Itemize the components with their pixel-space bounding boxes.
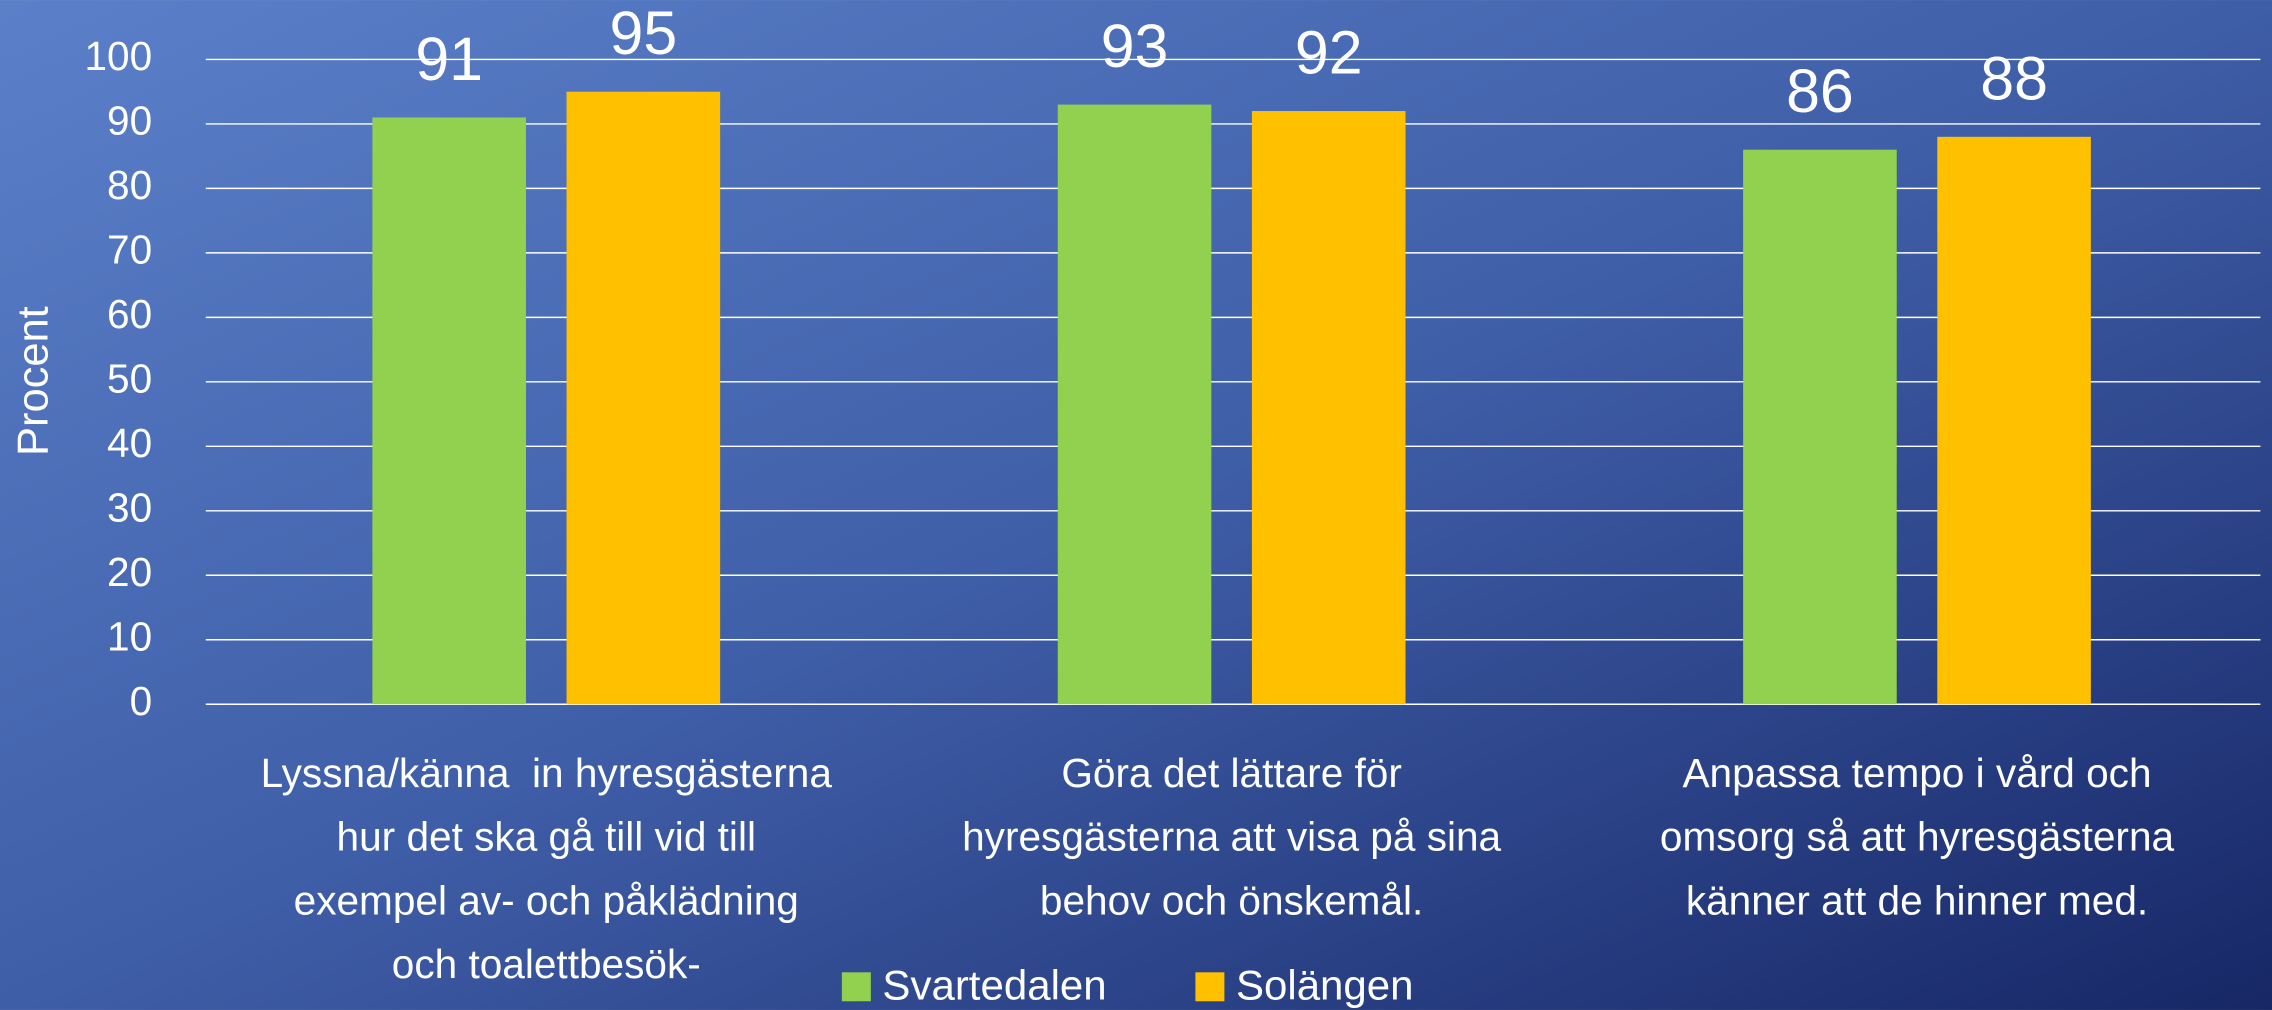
x-tick-label: Göra det lättare för hyresgästerna att v… xyxy=(962,750,1502,924)
data-label: 95 xyxy=(610,0,678,67)
y-tick-label: 10 xyxy=(107,613,152,659)
x-tick-label-box: Anpassa tempo i vård och omsorg så att h… xyxy=(1659,750,2175,924)
y-tick-label: 90 xyxy=(107,98,152,144)
y-tick-label: 80 xyxy=(107,162,152,208)
y-axis-label: Procent xyxy=(10,306,58,456)
legend-label: Svartedalen xyxy=(882,961,1106,1008)
x-tick-label-box: Lyssna/känna in hyresgästerna hur det sk… xyxy=(260,750,832,987)
bar xyxy=(1937,136,2091,705)
y-tick-label: 70 xyxy=(107,227,152,273)
bar xyxy=(372,117,526,705)
legend-swatch xyxy=(1195,972,1225,1002)
y-tick-label: 100 xyxy=(84,33,152,79)
bar xyxy=(1057,104,1212,705)
legend-swatch xyxy=(841,972,871,1002)
bar xyxy=(566,91,721,705)
data-label: 92 xyxy=(1295,18,1363,86)
legend-label: Solängen xyxy=(1236,961,1414,1008)
y-tick-label: 30 xyxy=(107,485,152,531)
y-tick-label: 60 xyxy=(107,291,152,337)
data-label: 88 xyxy=(1980,44,2048,112)
x-tick-label: Lyssna/känna in hyresgästerna hur det sk… xyxy=(260,750,832,987)
y-tick-label: 0 xyxy=(130,678,153,724)
x-tick-label-box: Göra det lättare för hyresgästerna att v… xyxy=(962,750,1502,924)
data-label: 91 xyxy=(415,25,483,93)
x-tick-label: Anpassa tempo i vård och omsorg så att h… xyxy=(1659,750,2175,924)
y-tick-label: 20 xyxy=(107,549,152,595)
y-tick-label: 40 xyxy=(107,420,152,466)
y-tick-label: 50 xyxy=(107,356,152,402)
data-label: 86 xyxy=(1786,57,1854,125)
bar xyxy=(1251,111,1406,705)
data-label: 93 xyxy=(1101,12,1169,80)
bar xyxy=(1743,149,1897,705)
